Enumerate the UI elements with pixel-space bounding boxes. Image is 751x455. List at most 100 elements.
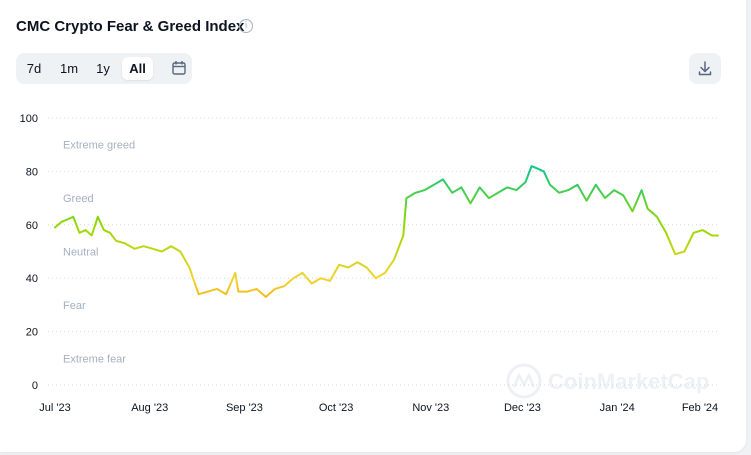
data-point[interactable] xyxy=(602,195,608,201)
x-tick-label: Jul '23 xyxy=(39,402,70,414)
data-point[interactable] xyxy=(639,187,645,193)
data-point[interactable] xyxy=(150,246,156,252)
data-point[interactable] xyxy=(715,232,721,238)
data-point[interactable] xyxy=(382,270,388,276)
data-point[interactable] xyxy=(413,190,419,196)
data-point[interactable] xyxy=(52,224,58,230)
data-point[interactable] xyxy=(64,216,70,222)
y-tick-label: 100 xyxy=(20,113,38,125)
y-tick-label: 60 xyxy=(26,220,38,232)
data-point[interactable] xyxy=(431,182,437,188)
watermark-text: CoinMarketCap xyxy=(548,369,709,394)
data-point[interactable] xyxy=(58,219,64,225)
card-title: CMC Crypto Fear & Greed Index xyxy=(16,18,245,35)
data-point[interactable] xyxy=(672,251,678,257)
data-point[interactable] xyxy=(354,259,360,265)
data-point[interactable] xyxy=(691,230,697,236)
data-point[interactable] xyxy=(95,214,101,220)
data-point[interactable] xyxy=(254,286,260,292)
data-point[interactable] xyxy=(309,281,315,287)
data-point[interactable] xyxy=(232,270,238,276)
data-point[interactable] xyxy=(76,230,82,236)
data-point[interactable] xyxy=(244,289,250,295)
data-point[interactable] xyxy=(299,270,305,276)
data-point[interactable] xyxy=(681,249,687,255)
data-point[interactable] xyxy=(186,265,192,271)
data-point[interactable] xyxy=(565,187,571,193)
data-point[interactable] xyxy=(83,227,89,233)
data-point[interactable] xyxy=(495,190,501,196)
data-point[interactable] xyxy=(290,275,296,281)
info-icon[interactable]: i xyxy=(239,19,253,33)
data-point[interactable] xyxy=(318,275,324,281)
x-tick-label: Dec '23 xyxy=(504,402,541,414)
data-point[interactable] xyxy=(654,214,660,220)
download-icon xyxy=(698,61,712,76)
data-point[interactable] xyxy=(611,187,617,193)
data-point[interactable] xyxy=(272,286,278,292)
data-point[interactable] xyxy=(177,249,183,255)
data-point[interactable] xyxy=(449,190,455,196)
data-point[interactable] xyxy=(422,187,428,193)
range-tab-1y[interactable]: 1y xyxy=(96,61,110,76)
data-point[interactable] xyxy=(645,206,651,212)
data-point[interactable] xyxy=(440,176,446,182)
data-point[interactable] xyxy=(529,163,535,169)
data-point[interactable] xyxy=(663,230,669,236)
data-point[interactable] xyxy=(391,257,397,263)
data-point[interactable] xyxy=(70,214,76,220)
data-point[interactable] xyxy=(547,182,553,188)
data-point[interactable] xyxy=(364,265,370,271)
data-point[interactable] xyxy=(523,179,529,185)
data-point[interactable] xyxy=(141,243,147,249)
data-point[interactable] xyxy=(113,238,119,244)
data-point[interactable] xyxy=(223,291,229,297)
zone-label: Neutral xyxy=(63,247,98,259)
range-tab-1m[interactable]: 1m xyxy=(59,61,79,76)
x-tick-label: Jan '24 xyxy=(600,402,635,414)
data-point[interactable] xyxy=(629,208,635,214)
data-point[interactable] xyxy=(468,200,474,206)
data-point[interactable] xyxy=(373,275,379,281)
zone-label: Extreme greed xyxy=(63,140,135,152)
calendar-icon xyxy=(172,61,186,75)
data-point[interactable] xyxy=(556,190,562,196)
data-point[interactable] xyxy=(263,294,269,300)
data-point[interactable] xyxy=(122,240,128,246)
data-point[interactable] xyxy=(574,182,580,188)
x-tick-label: Nov '23 xyxy=(412,402,449,414)
data-point[interactable] xyxy=(620,192,626,198)
range-tab-all[interactable]: All xyxy=(122,57,153,80)
range-tab-7d[interactable]: 7d xyxy=(26,61,42,76)
data-point[interactable] xyxy=(458,184,464,190)
data-point[interactable] xyxy=(400,232,406,238)
data-point[interactable] xyxy=(101,227,107,233)
calendar-button[interactable] xyxy=(166,57,192,80)
data-point[interactable] xyxy=(281,283,287,289)
data-point[interactable] xyxy=(403,195,409,201)
data-point[interactable] xyxy=(584,198,590,204)
data-point[interactable] xyxy=(513,187,519,193)
data-point[interactable] xyxy=(504,184,510,190)
data-point[interactable] xyxy=(159,249,165,255)
data-point[interactable] xyxy=(235,289,241,295)
data-point[interactable] xyxy=(336,262,342,268)
data-point[interactable] xyxy=(486,195,492,201)
data-point[interactable] xyxy=(477,184,483,190)
data-point[interactable] xyxy=(345,265,351,271)
data-point[interactable] xyxy=(709,232,715,238)
data-point[interactable] xyxy=(131,246,137,252)
data-point[interactable] xyxy=(541,168,547,174)
data-point[interactable] xyxy=(168,243,174,249)
data-point[interactable] xyxy=(107,230,113,236)
data-point[interactable] xyxy=(593,182,599,188)
data-point[interactable] xyxy=(214,286,220,292)
data-point[interactable] xyxy=(196,291,202,297)
data-point[interactable] xyxy=(535,166,541,172)
data-point[interactable] xyxy=(327,278,333,284)
data-point[interactable] xyxy=(700,227,706,233)
data-point[interactable] xyxy=(89,232,95,238)
download-button[interactable] xyxy=(689,53,721,84)
data-point[interactable] xyxy=(205,289,211,295)
